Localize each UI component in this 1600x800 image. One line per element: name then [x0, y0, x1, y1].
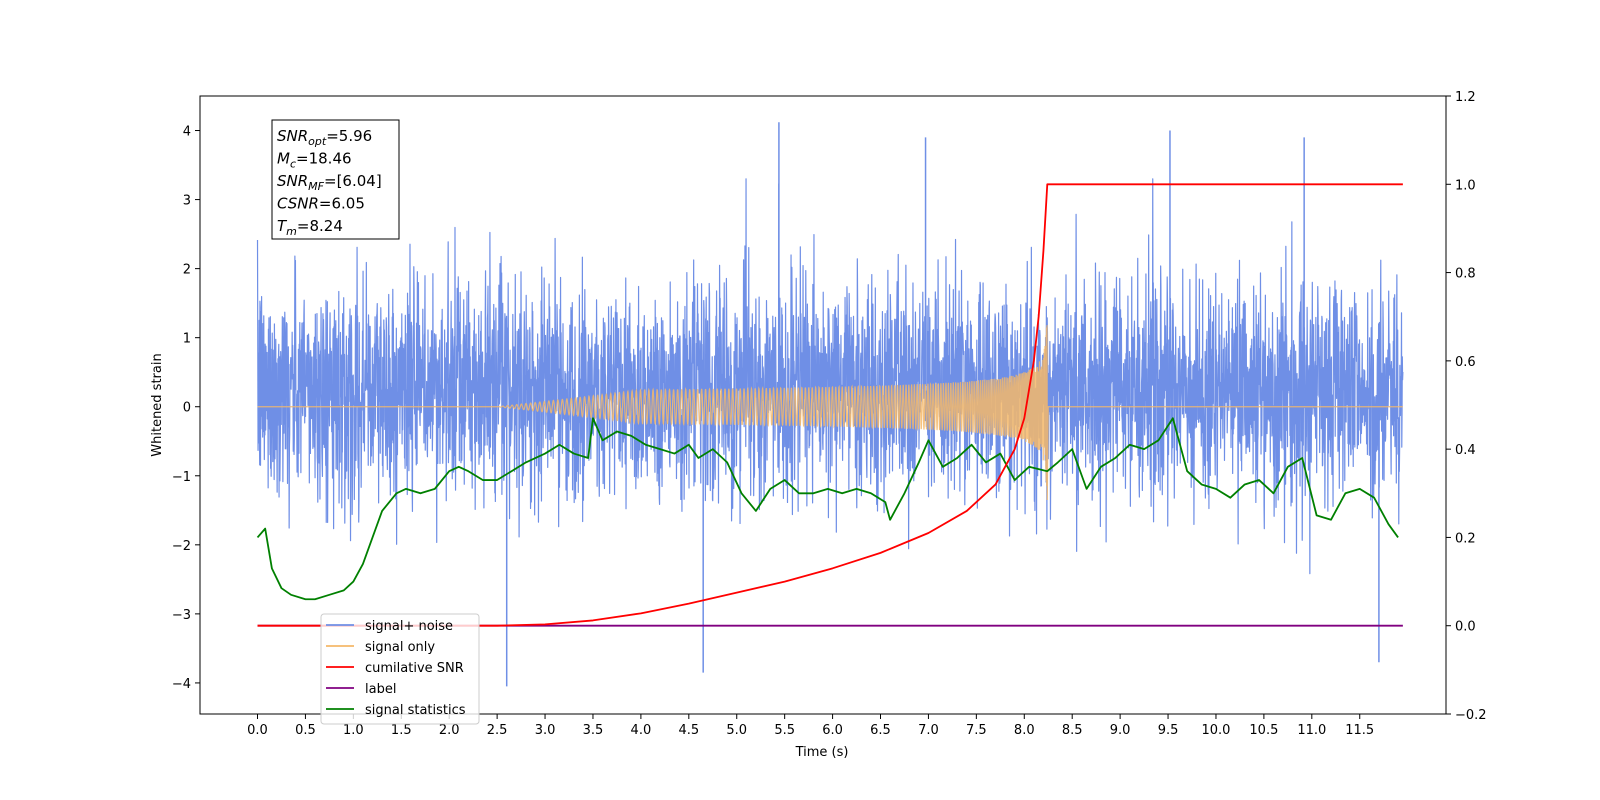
signal-statistics-series	[256, 417, 1399, 601]
signal-only-line	[257, 325, 1403, 500]
y-tick-label: 0	[183, 401, 191, 416]
y2-tick-label: 0.4	[1455, 443, 1476, 458]
cumulative-snr-series	[257, 183, 1403, 627]
x-tick-label: 1.5	[391, 723, 412, 738]
stats-box-frame	[271, 119, 400, 240]
y2-tick-label: 1.2	[1455, 90, 1476, 105]
x-tick-label: 4.5	[678, 723, 699, 738]
signal-noise-series	[256, 122, 1404, 687]
plot-frame	[199, 95, 1447, 715]
x-tick-label: 2.5	[487, 723, 508, 738]
y-tick-label: −1	[172, 470, 191, 485]
x-tick-label: 9.0	[1110, 723, 1131, 738]
x-tick-label: 7.5	[966, 723, 987, 738]
signal-statistics-line	[256, 417, 1399, 601]
legend-label: signal+ noise	[365, 619, 453, 634]
y-tick-label: 2	[183, 263, 191, 278]
legend-label: cumilative SNR	[365, 661, 464, 676]
legend-label: signal statistics	[365, 703, 466, 718]
y-tick-label: −2	[172, 539, 191, 554]
y-tick-label: −3	[172, 608, 191, 623]
x-tick-label: 3.5	[583, 723, 604, 738]
y2-tick-label: 0.6	[1455, 355, 1476, 370]
y-axis-label: Whitened strain	[150, 353, 165, 456]
x-tick-label: 11.5	[1345, 723, 1374, 738]
legend-frame	[320, 613, 480, 725]
legend: signal+ noise signal only cumilative SNR la…	[320, 613, 480, 725]
cumulative-snr-line	[257, 183, 1403, 627]
y2-tick-label: 0.8	[1455, 267, 1476, 282]
signal-noise-line	[256, 178, 1404, 575]
stats-line: CSNR=6.05	[277, 195, 365, 213]
y2-tick-label: 0.2	[1455, 531, 1476, 546]
x-axis-label: Time (s)	[795, 745, 849, 760]
y-axis-left: −4 −3 −2 −1 0 1 2 3 4	[172, 125, 200, 692]
x-tick-label: 0.0	[247, 723, 268, 738]
x-tick-label: 10.5	[1249, 723, 1278, 738]
y-tick-label: −4	[172, 677, 191, 692]
x-tick-label: 5.5	[774, 723, 795, 738]
x-tick-label: 1.0	[343, 723, 364, 738]
x-tick-label: 2.0	[439, 723, 460, 738]
x-tick-label: 4.0	[631, 723, 652, 738]
x-tick-label: 6.5	[870, 723, 891, 738]
x-tick-label: 11.0	[1297, 723, 1326, 738]
legend-label: signal only	[365, 640, 435, 655]
x-tick-label: 6.0	[822, 723, 843, 738]
x-tick-label: 7.0	[918, 723, 939, 738]
x-axis: 0.0 0.5 1.0 1.5 2.0 2.5 3.0 3.5 4.0 4.5 5.0 5.5 6.0 6…	[247, 714, 1374, 738]
signal-only-series	[257, 325, 1403, 500]
x-tick-label: 3.0	[535, 723, 556, 738]
x-tick-label: 9.5	[1158, 723, 1179, 738]
x-tick-label: 10.0	[1201, 723, 1230, 738]
stats-line: SNRMF=[6.04]	[277, 172, 382, 193]
x-tick-label: 5.0	[726, 723, 747, 738]
y-axis-right: −0.2 0.0 0.2 0.4 0.6 0.8 1.0 1.2	[1446, 90, 1487, 723]
y-tick-label: 1	[183, 332, 191, 347]
y2-tick-label: 1.0	[1455, 178, 1476, 193]
y-tick-label: 3	[183, 194, 191, 209]
stats-line: Mc=18.46	[277, 150, 352, 171]
x-tick-label: 8.5	[1062, 723, 1083, 738]
x-tick-label: 8.0	[1014, 723, 1035, 738]
y-tick-label: 4	[183, 125, 191, 140]
y2-tick-label: −0.2	[1455, 708, 1487, 723]
y2-tick-label: 0.0	[1455, 620, 1476, 635]
stats-line: Tm=8.24	[277, 217, 343, 238]
stats-line: SNRopt=5.96	[277, 127, 372, 148]
x-tick-label: 0.5	[295, 723, 316, 738]
legend-label: label	[365, 682, 396, 697]
